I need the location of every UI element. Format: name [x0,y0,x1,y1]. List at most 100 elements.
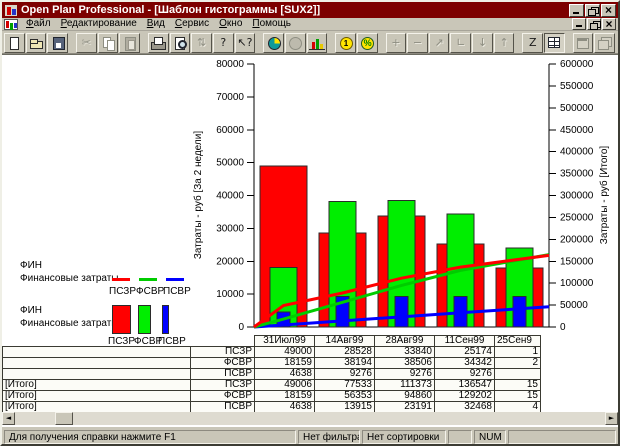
move-down-icon: ↓ [477,36,488,49]
new-button[interactable] [4,32,25,53]
legend-bar-item: ПСВР [158,336,186,347]
menu-bar: Файл Редактирование Вид Сервис Окно Помощь [2,17,618,31]
table-cell: 38194 [314,357,375,369]
app-icon [4,3,18,17]
update-icon: ⇅ [196,36,207,49]
restore-button[interactable] [585,3,600,17]
doc-restore-button[interactable] [587,18,601,30]
row-series-cell: ПСЗР [190,346,255,358]
right-axis-tick-label: 550000 [560,81,594,92]
legend-bar-swatch-ПСЗР [112,305,131,334]
table-cell: 4638 [254,401,315,413]
table-cell: 1 [494,346,541,358]
scrollbar-thumb[interactable] [55,412,73,425]
cost-view-button[interactable] [335,32,356,53]
table-cell: 9276 [434,368,495,380]
table-cell: 38506 [374,357,435,369]
add-icon: + [391,36,401,49]
table-cell [494,368,541,380]
table-row: [Итого] ПСВР 4638 13915 23191 32468 4 [2,401,541,413]
table-cell: 34342 [434,357,495,369]
table-cell: 2 [494,357,541,369]
right-axis-tick-label: 500000 [560,103,594,114]
doc-minimize-button[interactable] [572,18,586,30]
menu-item-help[interactable]: Помощь [252,18,292,29]
zigzag-button[interactable]: Z [522,32,544,53]
row-series-cell: ФСВР [190,390,255,402]
percent-view-button[interactable] [356,32,378,53]
histogram-view-button[interactable] [306,32,328,53]
status-help-text: Для получения справки нажмите F1 [4,429,296,444]
right-axis-tick-label: 150000 [560,256,594,267]
context-help-button[interactable]: ↖? [234,32,256,53]
close-button[interactable] [601,3,616,17]
document-chart-icon[interactable] [4,18,18,30]
minimize-button[interactable] [569,3,584,17]
new-icon [6,36,22,50]
scroll-left-button[interactable]: ◄ [2,412,15,425]
window-tile-button [572,32,594,53]
remove-icon: − [412,36,423,49]
table-row: [Итого] ФСВР 18159 56353 94860 129202 15 [2,390,541,402]
print-preview-button[interactable] [169,32,191,53]
menu-item-edit[interactable]: Редактирование [60,18,137,29]
open-icon [28,36,44,50]
right-axis-tick-label: 300000 [560,191,594,202]
table-cell: 25174 [434,346,495,358]
help-button[interactable]: ? [212,32,234,53]
percent-view-icon [359,36,375,50]
legend-line-item: ПСВР [163,286,191,297]
legend-line-swatch-ФСВР [139,278,157,281]
time-view-button[interactable] [263,32,284,53]
right-axis-tick-label: 50000 [560,300,588,311]
move-up-icon: ↑ [499,36,509,49]
table-cell: 32468 [434,401,495,413]
legend-line-item: ПСЗР [109,286,137,297]
remove-button: − [407,32,428,53]
print-button[interactable] [147,32,169,53]
save-button[interactable] [47,32,68,53]
menu-item-file[interactable]: Файл [26,18,51,29]
row-group-cell: [Итого] [2,379,191,391]
right-axis-tick-label: 0 [560,322,566,333]
context-help-icon: ↖? [237,36,253,49]
right-axis-tick-label: 100000 [560,278,594,289]
table-row: ПСЗР 49000 28528 33840 25174 1 [2,346,541,358]
table-cell: 49000 [254,346,315,358]
spreadsheet-button[interactable] [544,32,565,53]
psvr-bar [394,296,409,328]
menu-item-view[interactable]: Вид [146,18,165,29]
status-num-lock: NUM [474,429,506,444]
toolbar: ✂ ⇅? ↖? +−↗ ∟ ↓ ↑ Z [2,31,618,54]
table-cell: 33840 [374,346,435,358]
legend-bar-item: ПСЗР [108,336,136,347]
psvr-bar [512,296,527,328]
table-cell: 49006 [254,379,315,391]
link-button: ↗ [428,32,450,53]
legend-line-heading: ФИН [20,260,43,271]
table-cell: 9276 [374,368,435,380]
update-button: ⇅ [191,32,212,53]
table-header-date: 25Сен9 [494,335,541,347]
right-axis-tick-label: 400000 [560,147,594,158]
status-tail [508,429,616,444]
open-button[interactable] [25,32,47,53]
menu-item-window[interactable]: Окно [219,18,243,29]
table-header-date: 11Сен99 [434,335,495,347]
help-icon: ? [220,36,227,49]
table-cell: 28528 [314,346,375,358]
window-title: Open Plan Professional - [Шаблон гистогр… [21,3,321,16]
scrollbar-track[interactable] [15,412,605,425]
table-cell: 94860 [374,390,435,402]
cut-icon: ✂ [81,36,91,49]
legend-line-swatch-ПСЗР [112,278,130,281]
save-icon [50,36,66,50]
row-group-cell [2,368,191,380]
menu-item-service[interactable]: Сервис [174,18,210,29]
doc-close-button[interactable] [602,17,616,31]
scroll-right-button[interactable]: ► [605,412,618,425]
table-cell: 9276 [314,368,375,380]
print-preview-icon [172,36,188,50]
spreadsheet-icon [548,37,561,48]
